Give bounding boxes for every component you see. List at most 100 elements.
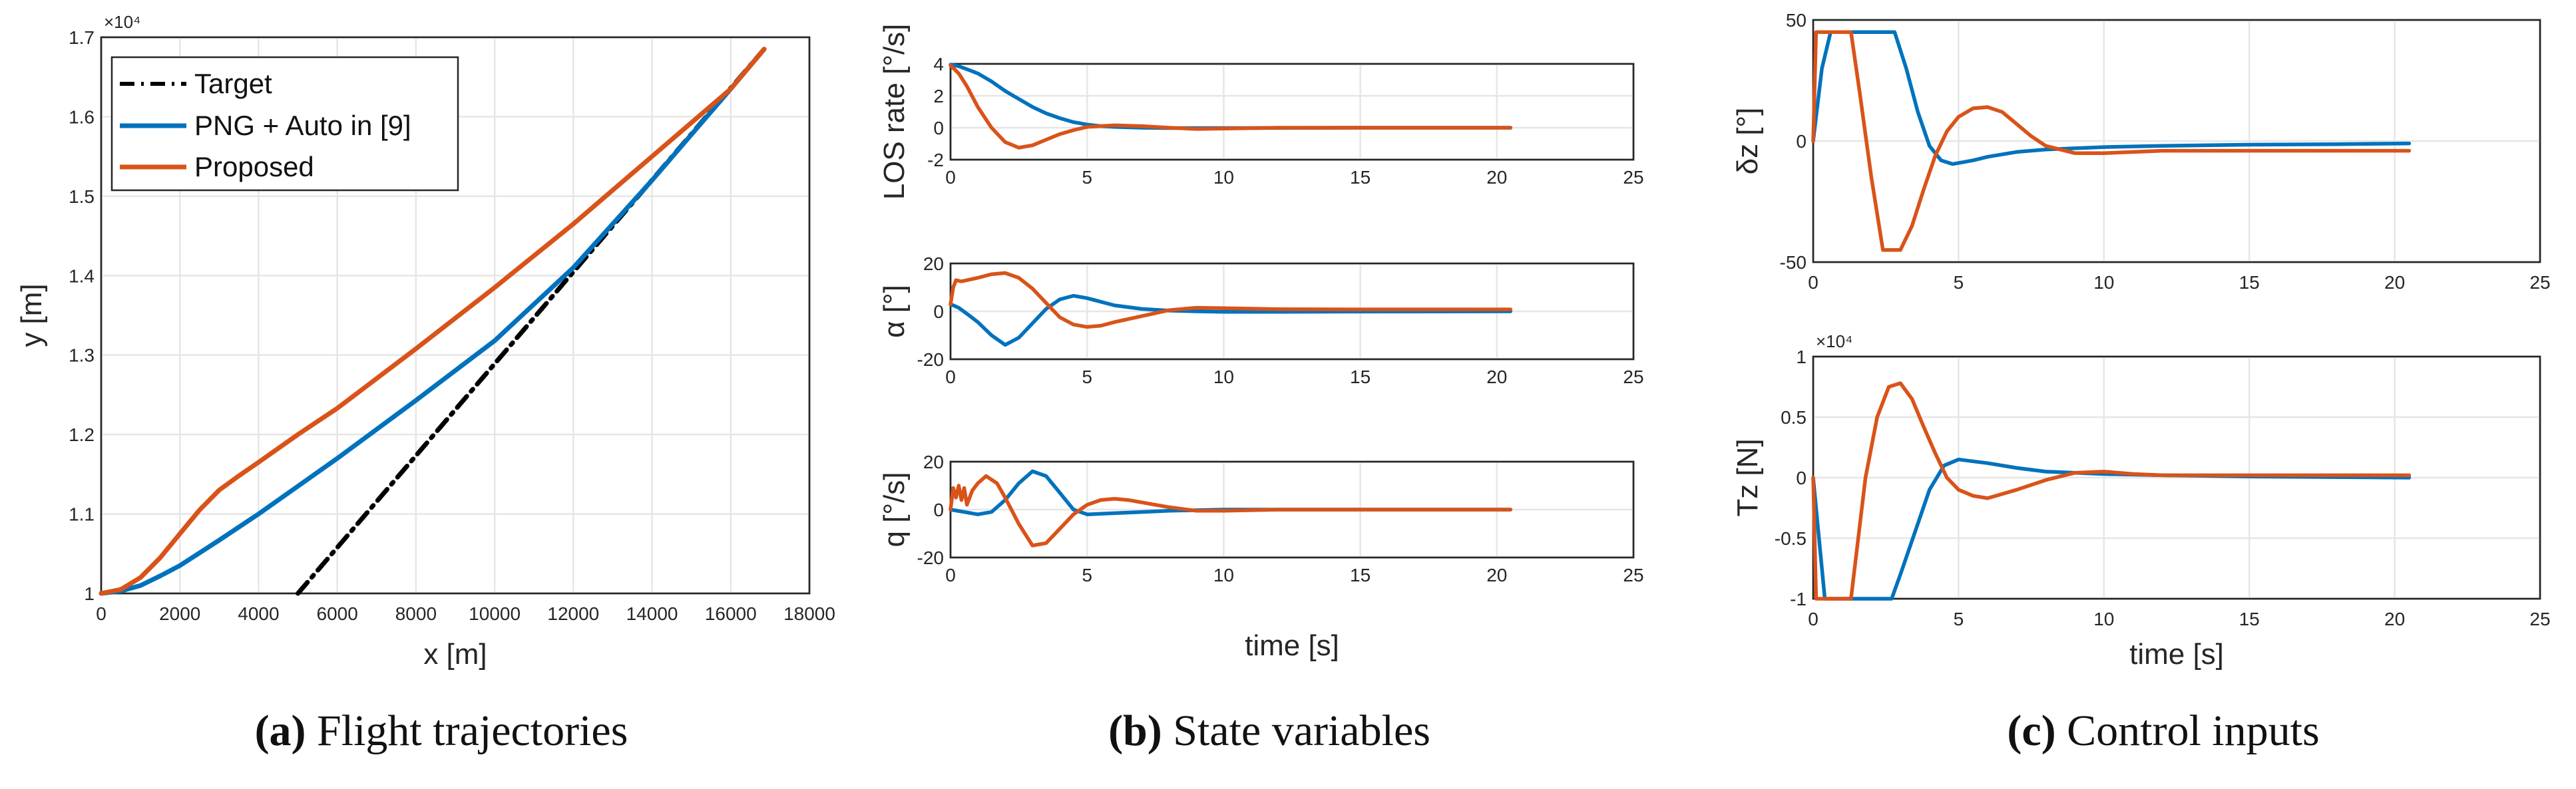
q-x-tick-label: 25 bbox=[1623, 565, 1643, 585]
los-x-tick-label: 20 bbox=[1486, 167, 1507, 188]
traj-x-axis-label: x [m] bbox=[423, 638, 487, 671]
alpha-y-axis-label: α [°] bbox=[878, 285, 911, 338]
tz-x-axis-label: time [s] bbox=[2129, 638, 2224, 671]
delta-y-axis-label: δz [°] bbox=[1731, 108, 1764, 175]
alpha-y-tick-label: 0 bbox=[933, 301, 944, 322]
traj-y-axis-label: y [m] bbox=[15, 283, 48, 347]
caption-a: (a) Flight trajectories bbox=[255, 707, 628, 755]
delta-x-tick-label: 10 bbox=[2093, 272, 2114, 293]
alpha-x-tick-label: 20 bbox=[1486, 367, 1507, 387]
caption-b-text: State variables bbox=[1162, 707, 1430, 755]
traj-x-tick-label: 10000 bbox=[469, 603, 521, 624]
los-x-tick-label: 10 bbox=[1213, 167, 1234, 188]
los-series-orange bbox=[949, 63, 1513, 150]
q-y-tick-label: -20 bbox=[917, 548, 944, 568]
traj-y-tick-label: 1.5 bbox=[69, 186, 95, 207]
q-y-tick-label: 0 bbox=[933, 500, 944, 520]
alpha-x-tick-label: 10 bbox=[1213, 367, 1234, 387]
caption-c-text: Control inputs bbox=[2056, 707, 2320, 755]
tz-x-tick-label: 25 bbox=[2529, 609, 2550, 629]
traj-x-tick-label: 18000 bbox=[783, 603, 835, 624]
traj-axis-exponent: ×10⁴ bbox=[104, 12, 140, 32]
los-y-tick-label: -2 bbox=[927, 150, 944, 170]
legend-label-target: Target bbox=[194, 68, 272, 99]
alpha-y-tick-label: 20 bbox=[923, 253, 944, 274]
traj-series-blue bbox=[99, 47, 767, 596]
traj-y-tick-label: 1.3 bbox=[69, 345, 95, 366]
delta-series-orange bbox=[1811, 30, 2412, 252]
tz-series-orange bbox=[1811, 381, 2412, 601]
traj-x-tick-label: 16000 bbox=[705, 603, 757, 624]
delta-y-tick-label: 0 bbox=[1796, 131, 1807, 152]
tz-x-tick-label: 10 bbox=[2093, 609, 2114, 629]
traj-x-tick-label: 2000 bbox=[159, 603, 200, 624]
los-y-tick-label: 2 bbox=[933, 86, 944, 106]
traj-y-tick-label: 1.7 bbox=[69, 27, 95, 48]
alpha-x-tick-label: 15 bbox=[1350, 367, 1371, 387]
traj-plot-frame bbox=[100, 36, 811, 595]
tz-x-tick-label: 5 bbox=[1954, 609, 1964, 629]
traj-x-tick-label: 4000 bbox=[238, 603, 279, 624]
q-x-tick-label: 5 bbox=[1082, 565, 1092, 585]
delta-x-tick-label: 5 bbox=[1954, 272, 1964, 293]
alpha-series-blue bbox=[949, 293, 1513, 347]
tz-y-tick-label: -0.5 bbox=[1775, 528, 1807, 549]
tz-y-tick-label: 0 bbox=[1796, 468, 1807, 488]
tz-x-tick-label: 20 bbox=[2384, 609, 2405, 629]
delta-x-tick-label: 20 bbox=[2384, 272, 2405, 293]
traj-y-tick-label: 1.6 bbox=[69, 106, 95, 127]
caption-c-letter: (c) bbox=[2007, 707, 2055, 755]
delta-x-tick-label: 25 bbox=[2529, 272, 2550, 293]
chart-tz: 0 5 10 15 20 25 -1 -0.5 0 0.5 1 time [s] Tz [N] ×10⁴ bbox=[1731, 331, 2551, 671]
tz-axis-exponent: ×10⁴ bbox=[1816, 331, 1852, 351]
q-y-axis-label: q [°/s] bbox=[878, 472, 911, 548]
los-x-tick-label: 25 bbox=[1623, 167, 1643, 188]
q-x-axis-label: time [s] bbox=[1245, 629, 1339, 662]
q-x-tick-label: 20 bbox=[1486, 565, 1507, 585]
legend: Target PNG + Auto in [9] Proposed bbox=[110, 56, 459, 192]
charts-layer: 0 2000 4000 6000 8000 10000 12000 14000 16000 180… bbox=[15, 10, 2551, 671]
delta-y-tick-label: 50 bbox=[1786, 10, 1807, 31]
q-x-tick-label: 0 bbox=[945, 565, 956, 585]
caption-b: (b) State variables bbox=[1108, 707, 1430, 755]
q-x-tick-label: 10 bbox=[1213, 565, 1234, 585]
los-x-tick-label: 15 bbox=[1350, 167, 1371, 188]
traj-x-tick-label: 6000 bbox=[317, 603, 358, 624]
delta-x-tick-label: 0 bbox=[1808, 272, 1819, 293]
delta-x-tick-label: 15 bbox=[2239, 272, 2260, 293]
alpha-series-orange bbox=[949, 271, 1513, 329]
los-plot-frame bbox=[949, 63, 1635, 161]
tz-x-tick-label: 0 bbox=[1808, 609, 1819, 629]
los-x-tick-label: 0 bbox=[945, 167, 956, 188]
tz-y-axis-label: Tz [N] bbox=[1731, 438, 1764, 516]
traj-x-tick-label: 12000 bbox=[547, 603, 599, 624]
alpha-x-tick-label: 5 bbox=[1082, 367, 1092, 387]
los-y-axis-label: LOS rate [°/s] bbox=[878, 24, 911, 200]
tz-y-tick-label: 1 bbox=[1796, 347, 1807, 367]
alpha-x-tick-label: 25 bbox=[1623, 367, 1643, 387]
q-series-orange bbox=[949, 474, 1513, 548]
alpha-plot-frame bbox=[949, 262, 1635, 361]
tz-x-tick-label: 15 bbox=[2239, 609, 2260, 629]
traj-series-orange bbox=[99, 47, 767, 596]
caption-b-letter: (b) bbox=[1108, 707, 1162, 755]
traj-x-tick-label: 8000 bbox=[395, 603, 437, 624]
caption-c: (c) Control inputs bbox=[2007, 707, 2319, 755]
traj-y-tick-label: 1.4 bbox=[69, 265, 95, 286]
delta-y-tick-label: -50 bbox=[1780, 252, 1807, 273]
tz-y-tick-label: -1 bbox=[1790, 589, 1807, 609]
caption-a-letter: (a) bbox=[255, 707, 306, 755]
legend-label-proposed: Proposed bbox=[194, 151, 314, 182]
los-y-tick-label: 4 bbox=[933, 54, 944, 75]
q-x-tick-label: 15 bbox=[1350, 565, 1371, 585]
traj-y-tick-label: 1 bbox=[84, 583, 95, 604]
traj-y-tick-label: 1.2 bbox=[69, 424, 95, 445]
los-plot-area bbox=[949, 63, 1635, 161]
caption-a-text: Flight trajectories bbox=[306, 707, 628, 755]
q-y-tick-label: 20 bbox=[923, 452, 944, 472]
